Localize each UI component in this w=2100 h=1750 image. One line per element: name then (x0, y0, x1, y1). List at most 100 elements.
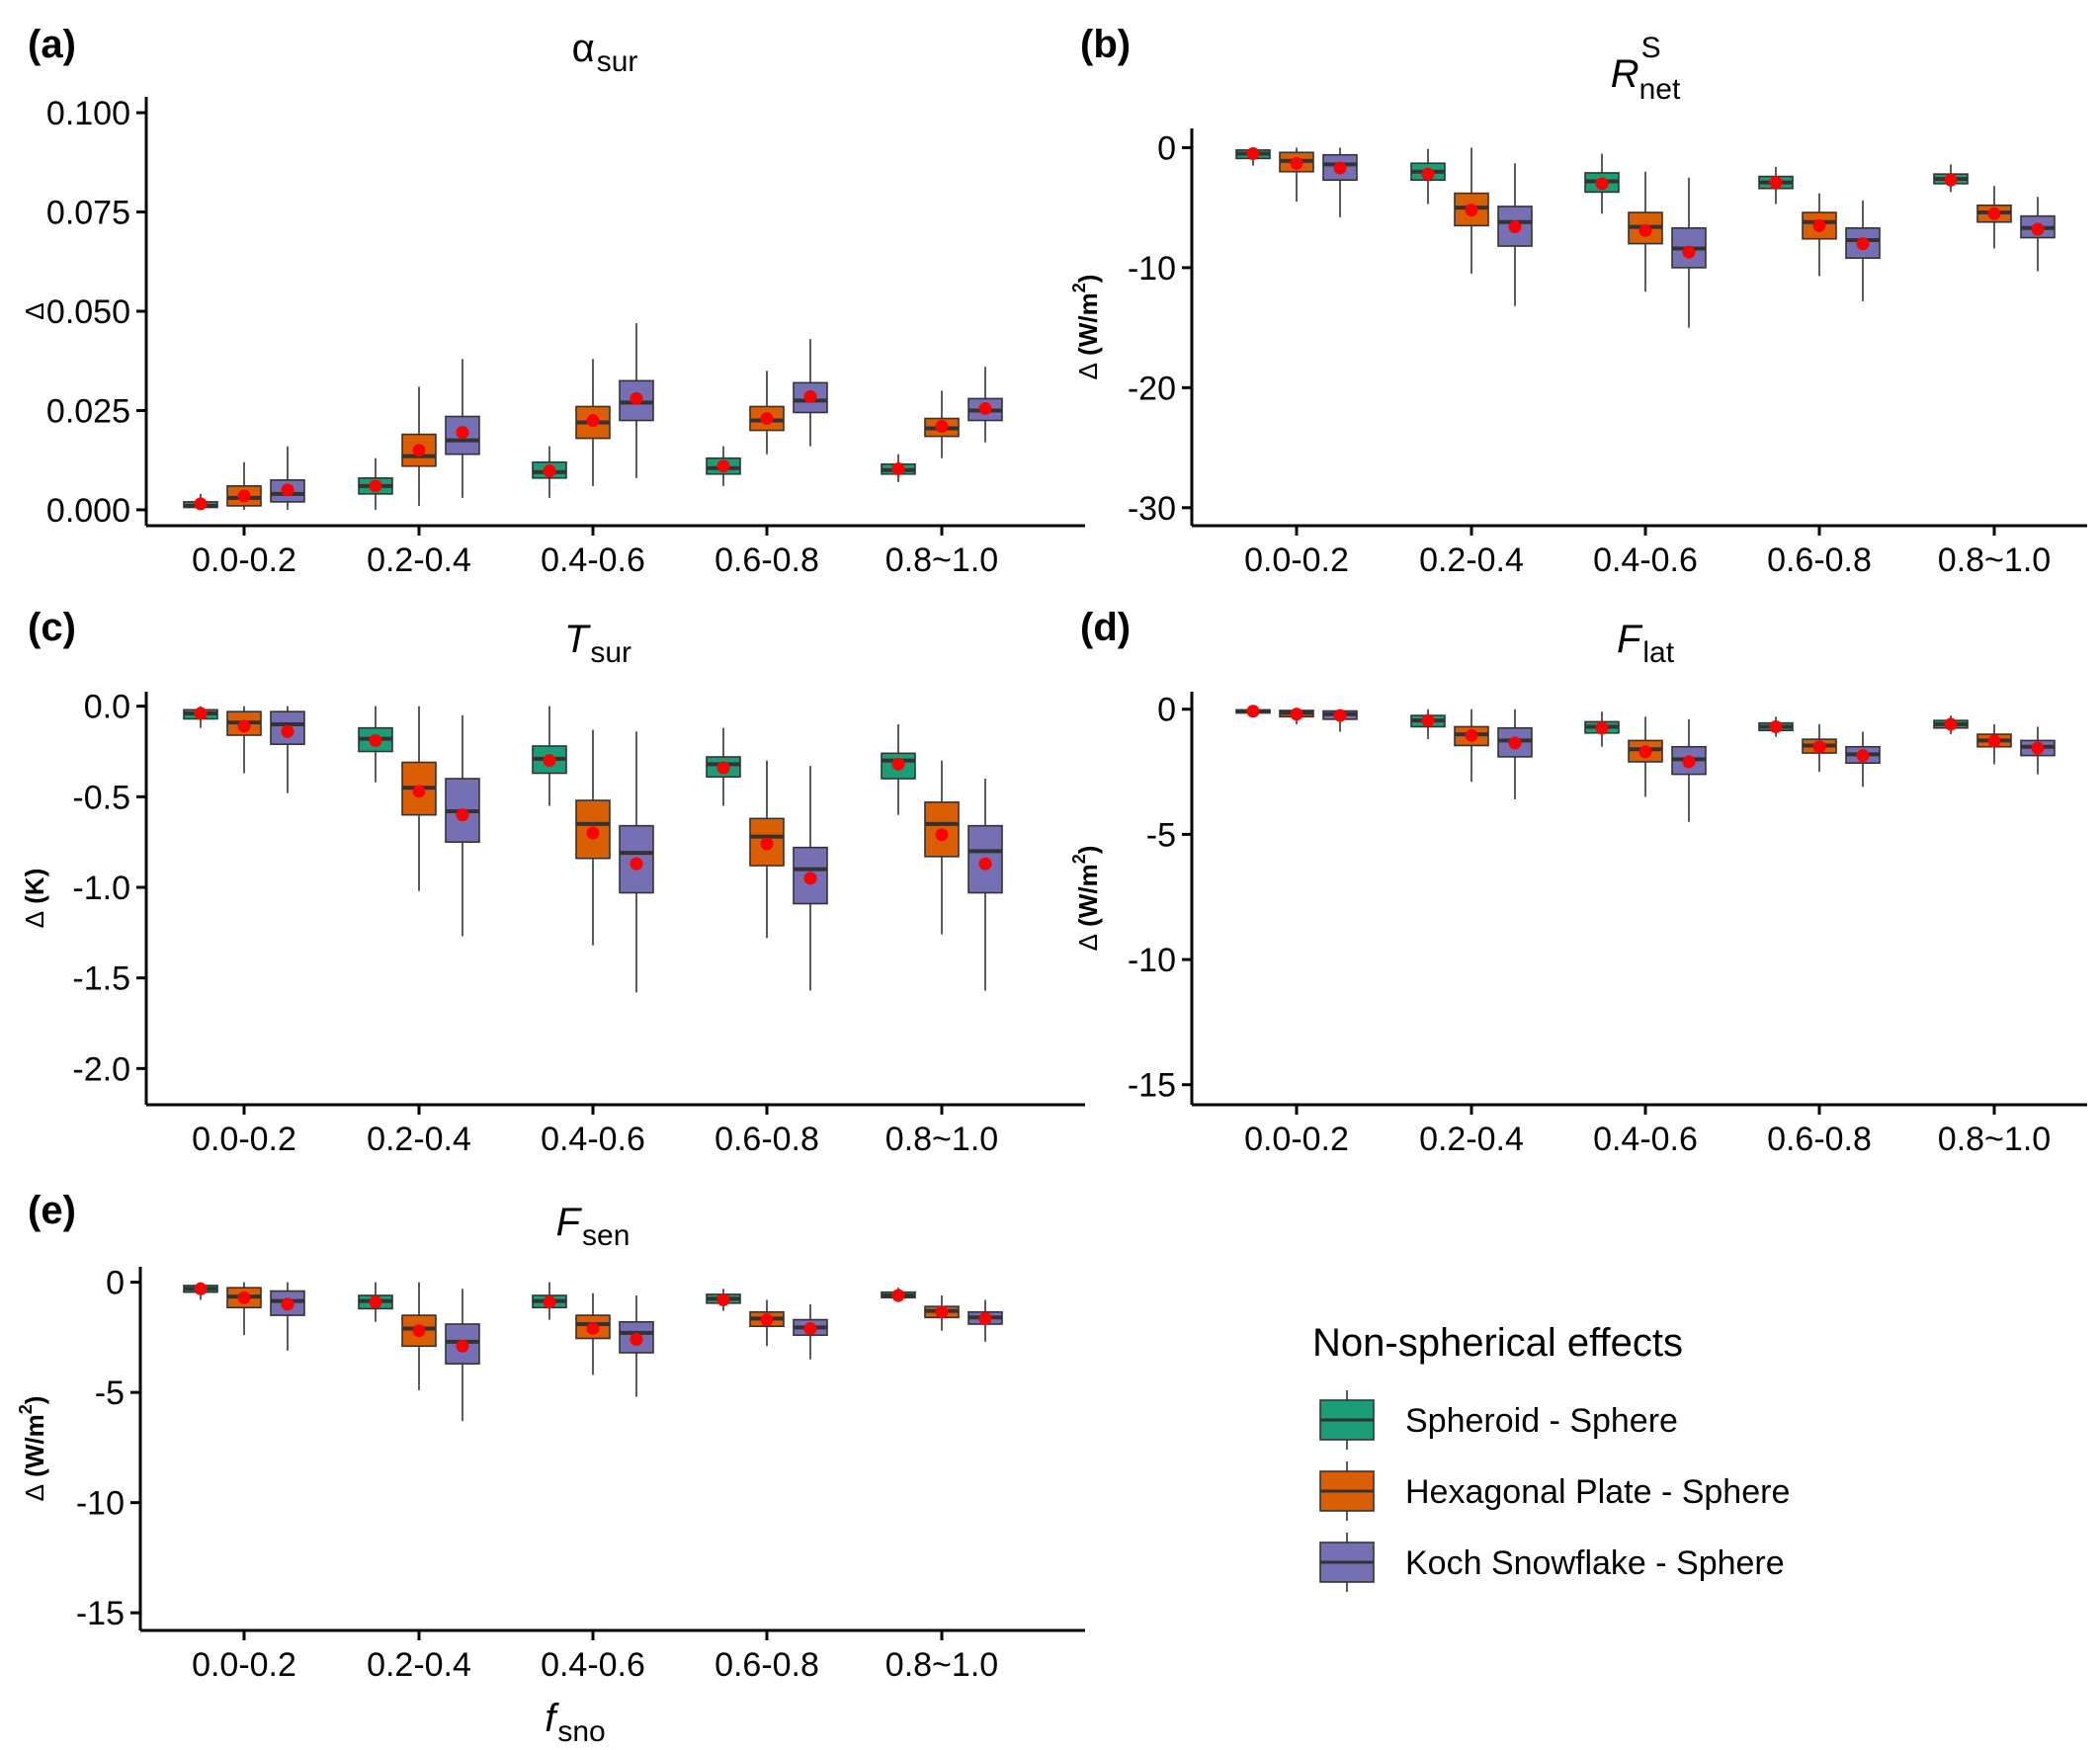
mean-point (369, 479, 382, 493)
box (1976, 723, 2012, 765)
box (1322, 147, 1358, 217)
box (1845, 200, 1881, 301)
box (1322, 708, 1358, 732)
box (749, 371, 785, 455)
box (1933, 715, 1969, 735)
mean-point (2031, 222, 2045, 236)
box (401, 386, 437, 506)
box (183, 1282, 218, 1300)
box (532, 706, 567, 806)
box (2020, 726, 2056, 775)
mean-point (891, 1289, 905, 1302)
mean-point (543, 1295, 556, 1309)
mean-point (543, 464, 556, 478)
panel-label: (b) (1080, 23, 1131, 66)
box (967, 1299, 1003, 1342)
panel-d: 0 -5 -10 -15 0.0-0.2 0.2-0.4 0.4-0.6 0.6-0.8 0.8… (1069, 606, 2087, 1158)
mean-point (1682, 245, 1696, 259)
mean-point (1508, 220, 1522, 234)
mean-point (978, 401, 992, 415)
box (924, 760, 960, 935)
box (1497, 708, 1533, 799)
mean-point (281, 483, 294, 497)
box (1235, 147, 1271, 166)
mean-point (1508, 736, 1522, 750)
y-tick-label: -15 (1128, 1067, 1176, 1105)
mean-point (369, 734, 382, 747)
mean-point (1944, 173, 1958, 187)
mean-point (891, 462, 905, 476)
y-axis-label: Δ (20, 302, 49, 319)
box (1628, 171, 1663, 292)
mean-point (412, 444, 426, 458)
box (749, 760, 785, 939)
box (967, 367, 1003, 443)
mean-point (1290, 708, 1303, 721)
y-tick-label: 0 (106, 1265, 125, 1302)
box (924, 1294, 960, 1331)
box (1671, 177, 1707, 328)
box (706, 727, 741, 806)
mean-point (1856, 749, 1870, 763)
box (183, 706, 218, 728)
y-tick-label: 0.0 (84, 689, 130, 726)
mean-point (237, 719, 251, 733)
y-tick-label: 0.100 (46, 95, 130, 132)
mean-point (1812, 218, 1826, 232)
mean-point (586, 1321, 600, 1335)
y-axis-label: Δ (W/m2) (1069, 846, 1103, 952)
y-tick-label: 0.075 (46, 195, 130, 232)
box (793, 766, 828, 991)
y-axis-label: Δ (W/m2) (1069, 275, 1103, 380)
mean-point (1638, 223, 1652, 237)
box (445, 1289, 480, 1422)
box (358, 1282, 393, 1322)
box (226, 461, 262, 510)
box (619, 1294, 654, 1397)
panel-title: Fsen (556, 1201, 630, 1252)
mean-point (194, 707, 208, 720)
box (575, 359, 611, 486)
mean-point (456, 426, 469, 440)
x-tick-label: 0.8~1.0 (885, 542, 998, 579)
box (1758, 716, 1794, 737)
mean-point (237, 1291, 251, 1304)
mean-point (2031, 741, 2045, 755)
mean-point (1682, 755, 1696, 769)
mean-point (586, 826, 600, 840)
mean-point (1769, 176, 1783, 190)
y-tick-label: -2.0 (72, 1050, 130, 1088)
box (575, 729, 611, 946)
mean-point (1333, 708, 1347, 722)
box (924, 390, 960, 458)
box (1454, 147, 1489, 274)
mean-point (1333, 161, 1347, 175)
mean-point (1987, 207, 2001, 220)
box (575, 1292, 611, 1375)
box (401, 1282, 437, 1390)
box (706, 1289, 741, 1311)
panel-a: 0.000 0.025 0.050 0.075 0.100 0.0-0.2 0.2-0.4 0… (20, 23, 1085, 579)
mean-point (586, 414, 600, 428)
mean-point (716, 459, 730, 473)
y-axis-label: Δ (K) (20, 869, 49, 929)
box (2020, 197, 2056, 272)
box-body (401, 433, 437, 467)
y-tick-label: -5 (1146, 816, 1176, 854)
mean-point (237, 489, 251, 503)
mean-point (1638, 745, 1652, 759)
x-tick-label: 0.8~1.0 (885, 1646, 998, 1684)
x-tick-label: 0.4-0.6 (1593, 542, 1698, 579)
box (445, 714, 480, 937)
panel-b: 0 -10 -20 -30 0.0-0.2 0.2-0.4 0.4-0.6 0.6-0.8 0.… (1069, 23, 2087, 579)
x-tick-label: 0.0-0.2 (192, 542, 296, 579)
mean-point (760, 837, 774, 851)
mean-point (978, 1311, 992, 1325)
box (1279, 708, 1314, 724)
mean-point (716, 761, 730, 775)
box (1235, 705, 1271, 718)
mean-point (281, 724, 294, 738)
y-tick-label: -1.0 (72, 870, 130, 907)
box (1584, 711, 1620, 747)
box (226, 706, 262, 774)
